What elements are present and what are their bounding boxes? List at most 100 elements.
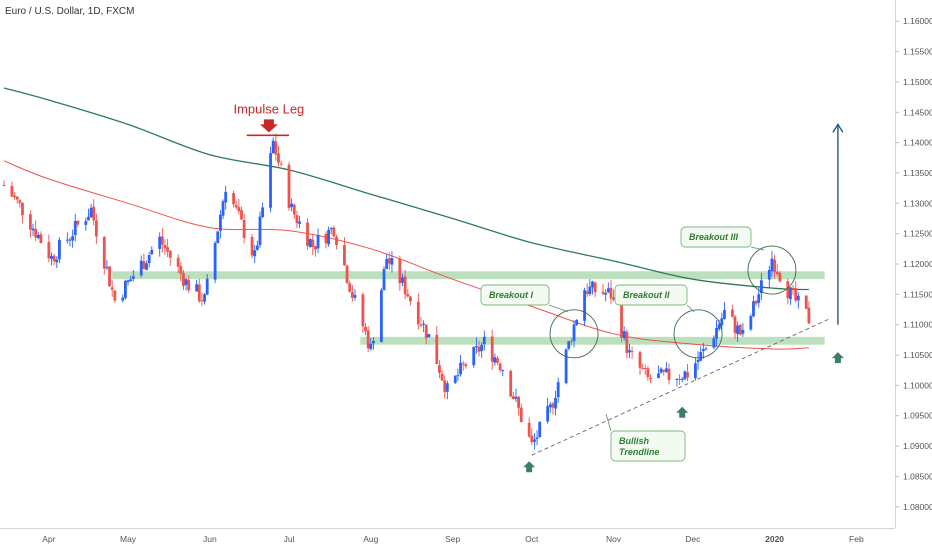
candle-body — [517, 396, 521, 408]
candle-body — [52, 255, 56, 262]
candle-body — [21, 202, 24, 216]
breakout-1-callout-pointer — [548, 304, 569, 313]
candle-body — [348, 283, 352, 292]
candle-body — [290, 203, 294, 207]
candle-body — [160, 236, 164, 245]
candle-body — [47, 241, 51, 259]
y-tick-label: 1.08000 — [903, 502, 932, 512]
candle-body — [187, 280, 191, 291]
candle-body — [224, 191, 228, 203]
candle-body — [350, 292, 354, 298]
candle-body — [649, 377, 652, 380]
candle-body — [221, 201, 225, 216]
candle-body — [609, 287, 613, 299]
candle-body — [796, 295, 800, 301]
x-tick-label: Jun — [203, 534, 217, 544]
candle-body — [778, 273, 782, 282]
candle-body — [385, 258, 389, 270]
candle-body — [205, 278, 209, 295]
y-tick-label: 1.10500 — [903, 350, 932, 360]
candle-body — [622, 331, 626, 339]
candle-body — [445, 383, 449, 392]
candle-body — [147, 255, 151, 264]
candle-body — [575, 320, 579, 325]
candle-body — [482, 336, 486, 345]
y-tick-label: 1.08500 — [903, 471, 932, 481]
candle-body — [775, 271, 779, 275]
candle-body — [628, 350, 631, 353]
candle-body — [195, 284, 199, 292]
y-tick-label: 1.13500 — [903, 168, 932, 178]
candle-body — [733, 316, 737, 334]
candle-body — [258, 216, 262, 246]
breakout-3-callout-pointer — [750, 246, 765, 251]
candle-body — [168, 250, 172, 258]
candle-body — [424, 324, 428, 339]
trendline-callout-box — [610, 430, 686, 462]
y-tick-label: 1.16000 — [903, 16, 932, 26]
y-tick-label: 1.14000 — [903, 138, 932, 148]
x-tick-label: Jul — [284, 534, 295, 544]
candle-body — [94, 220, 98, 237]
impulse-arrow-icon — [259, 119, 278, 133]
bullish-trendline — [531, 318, 831, 456]
candle-body — [641, 368, 645, 370]
candle-body — [55, 259, 59, 263]
candle-body — [704, 348, 708, 350]
candle-body — [287, 164, 291, 209]
trendline-callout-text: Bullish — [619, 436, 650, 446]
candle-body — [659, 368, 663, 373]
candle-body — [490, 336, 494, 362]
candle-body — [511, 396, 515, 399]
candle-body — [279, 163, 283, 165]
resistance-zone — [112, 271, 825, 280]
symbol-title: Euro / U.S. Dollar, 1D, FXCM — [5, 6, 134, 17]
candle-body — [686, 372, 689, 378]
candle-body — [675, 378, 679, 380]
candle-body — [39, 234, 43, 243]
candle-body — [738, 324, 742, 335]
candle-body — [453, 375, 457, 383]
candle-body — [18, 200, 22, 203]
candle-body — [588, 286, 592, 295]
candle-body — [113, 290, 117, 301]
candle-body — [242, 220, 246, 239]
candle-body — [533, 439, 536, 442]
candle-body — [638, 352, 642, 368]
candle-body — [572, 324, 576, 341]
candle-body — [182, 273, 185, 287]
candle-body — [58, 239, 61, 260]
candle-body — [65, 239, 69, 241]
candle-body — [620, 299, 623, 338]
breakout-circle — [673, 309, 723, 359]
candle-body — [121, 297, 125, 301]
x-tick-label: Oct — [525, 534, 539, 544]
breakout-3-callout-box — [680, 226, 752, 248]
impulse-leg-label: Impulse Leg — [233, 101, 304, 116]
candle-body — [335, 236, 338, 246]
candle-body — [804, 295, 808, 309]
y-tick-label: 1.09500 — [903, 411, 932, 421]
y-tick-label: 1.11000 — [903, 320, 932, 330]
y-tick-label: 1.12500 — [903, 229, 932, 239]
candle-body — [583, 290, 586, 321]
candle-body — [129, 279, 133, 282]
candle-body — [218, 214, 222, 231]
candle-body — [701, 349, 705, 352]
candle-body — [271, 140, 275, 154]
y-tick-label: 1.12000 — [903, 259, 932, 269]
candle-body — [736, 325, 740, 334]
candle-body — [723, 309, 726, 319]
candle-body — [794, 288, 798, 301]
candle-body — [786, 281, 790, 299]
trendline-callout-pointer — [605, 413, 612, 432]
candle-body — [606, 288, 610, 293]
candle-body — [50, 256, 53, 259]
candle-body — [123, 280, 127, 299]
candle-body — [546, 406, 550, 422]
candle-body — [364, 326, 367, 332]
candle-body — [643, 367, 647, 369]
candle-body — [720, 318, 724, 326]
candle-body — [715, 327, 718, 339]
